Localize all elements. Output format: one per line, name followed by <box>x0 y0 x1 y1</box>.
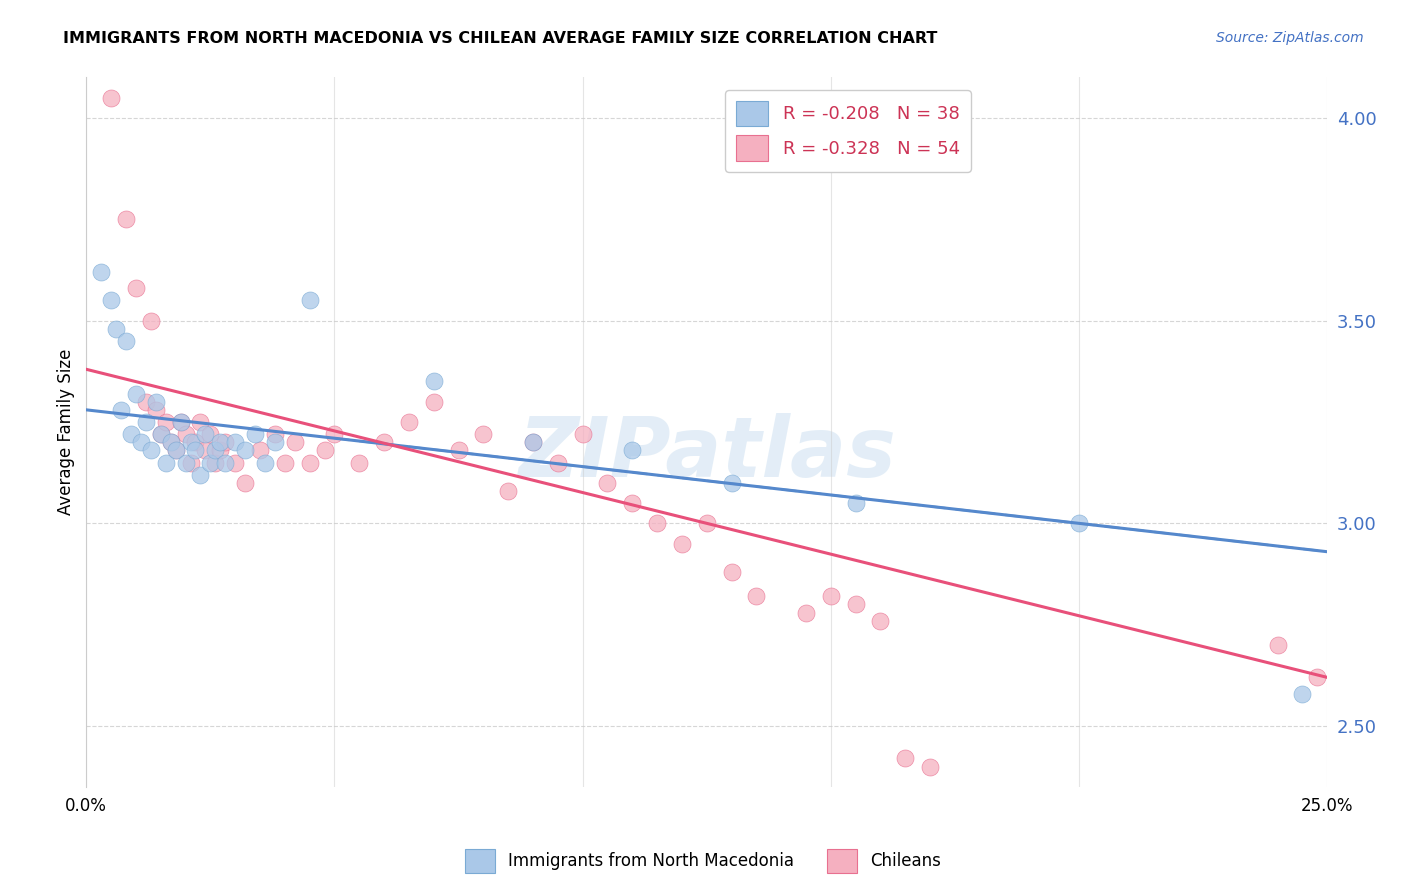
Point <box>155 415 177 429</box>
Point <box>522 435 544 450</box>
Point <box>115 334 138 348</box>
Legend: R = -0.208   N = 38, R = -0.328   N = 54: R = -0.208 N = 38, R = -0.328 N = 54 <box>725 90 970 172</box>
Text: Source: ZipAtlas.com: Source: ZipAtlas.com <box>1216 31 1364 45</box>
Point <box>298 456 321 470</box>
Point <box>174 456 197 470</box>
Point <box>149 427 172 442</box>
Point <box>422 375 444 389</box>
Point <box>264 427 287 442</box>
Point <box>139 443 162 458</box>
Point <box>794 606 817 620</box>
Point <box>90 265 112 279</box>
Point <box>1267 638 1289 652</box>
Point <box>145 402 167 417</box>
Point <box>184 443 207 458</box>
Point <box>349 456 371 470</box>
Point <box>422 394 444 409</box>
Point <box>100 293 122 308</box>
Point <box>298 293 321 308</box>
Point <box>209 435 232 450</box>
Point <box>522 435 544 450</box>
Point <box>135 394 157 409</box>
Point <box>159 435 181 450</box>
Y-axis label: Average Family Size: Average Family Size <box>58 349 75 516</box>
Point <box>447 443 470 458</box>
Point <box>194 427 217 442</box>
Legend: Immigrants from North Macedonia, Chileans: Immigrants from North Macedonia, Chilean… <box>458 842 948 880</box>
Point <box>200 427 222 442</box>
Point <box>190 415 212 429</box>
Point <box>720 565 742 579</box>
Point <box>845 598 868 612</box>
Point <box>204 456 226 470</box>
Point <box>253 456 276 470</box>
Point <box>894 751 917 765</box>
Point <box>284 435 307 450</box>
Point <box>264 435 287 450</box>
Point <box>920 759 942 773</box>
Point <box>621 443 644 458</box>
Point <box>274 456 297 470</box>
Point <box>105 322 128 336</box>
Point <box>720 475 742 490</box>
Point <box>398 415 420 429</box>
Point <box>194 443 217 458</box>
Text: ZIPatlas: ZIPatlas <box>517 413 896 494</box>
Point <box>214 456 236 470</box>
Point <box>373 435 395 450</box>
Point <box>496 483 519 498</box>
Point <box>135 415 157 429</box>
Point <box>180 435 202 450</box>
Point <box>696 516 718 531</box>
Point <box>671 536 693 550</box>
Point <box>243 427 266 442</box>
Point <box>110 402 132 417</box>
Point <box>820 590 842 604</box>
Point <box>249 443 271 458</box>
Point <box>1291 687 1313 701</box>
Point <box>745 590 768 604</box>
Point <box>180 456 202 470</box>
Point <box>184 435 207 450</box>
Point <box>571 427 593 442</box>
Point <box>174 427 197 442</box>
Point <box>547 456 569 470</box>
Point <box>115 212 138 227</box>
Point <box>845 496 868 510</box>
Point <box>209 443 232 458</box>
Point <box>224 435 246 450</box>
Text: IMMIGRANTS FROM NORTH MACEDONIA VS CHILEAN AVERAGE FAMILY SIZE CORRELATION CHART: IMMIGRANTS FROM NORTH MACEDONIA VS CHILE… <box>63 31 938 46</box>
Point <box>869 614 891 628</box>
Point <box>214 435 236 450</box>
Point <box>200 456 222 470</box>
Point <box>129 435 152 450</box>
Point <box>190 467 212 482</box>
Point <box>100 91 122 105</box>
Point <box>120 427 142 442</box>
Point <box>125 281 148 295</box>
Point <box>323 427 346 442</box>
Point <box>125 386 148 401</box>
Point <box>159 435 181 450</box>
Point <box>149 427 172 442</box>
Point <box>165 443 187 458</box>
Point <box>169 415 191 429</box>
Point <box>1067 516 1090 531</box>
Point <box>645 516 668 531</box>
Point <box>145 394 167 409</box>
Point <box>233 443 256 458</box>
Point <box>224 456 246 470</box>
Point <box>233 475 256 490</box>
Point <box>472 427 495 442</box>
Point <box>1306 670 1329 684</box>
Point <box>314 443 336 458</box>
Point <box>596 475 619 490</box>
Point <box>155 456 177 470</box>
Point <box>204 443 226 458</box>
Point <box>169 415 191 429</box>
Point <box>139 313 162 327</box>
Point <box>621 496 644 510</box>
Point <box>165 443 187 458</box>
